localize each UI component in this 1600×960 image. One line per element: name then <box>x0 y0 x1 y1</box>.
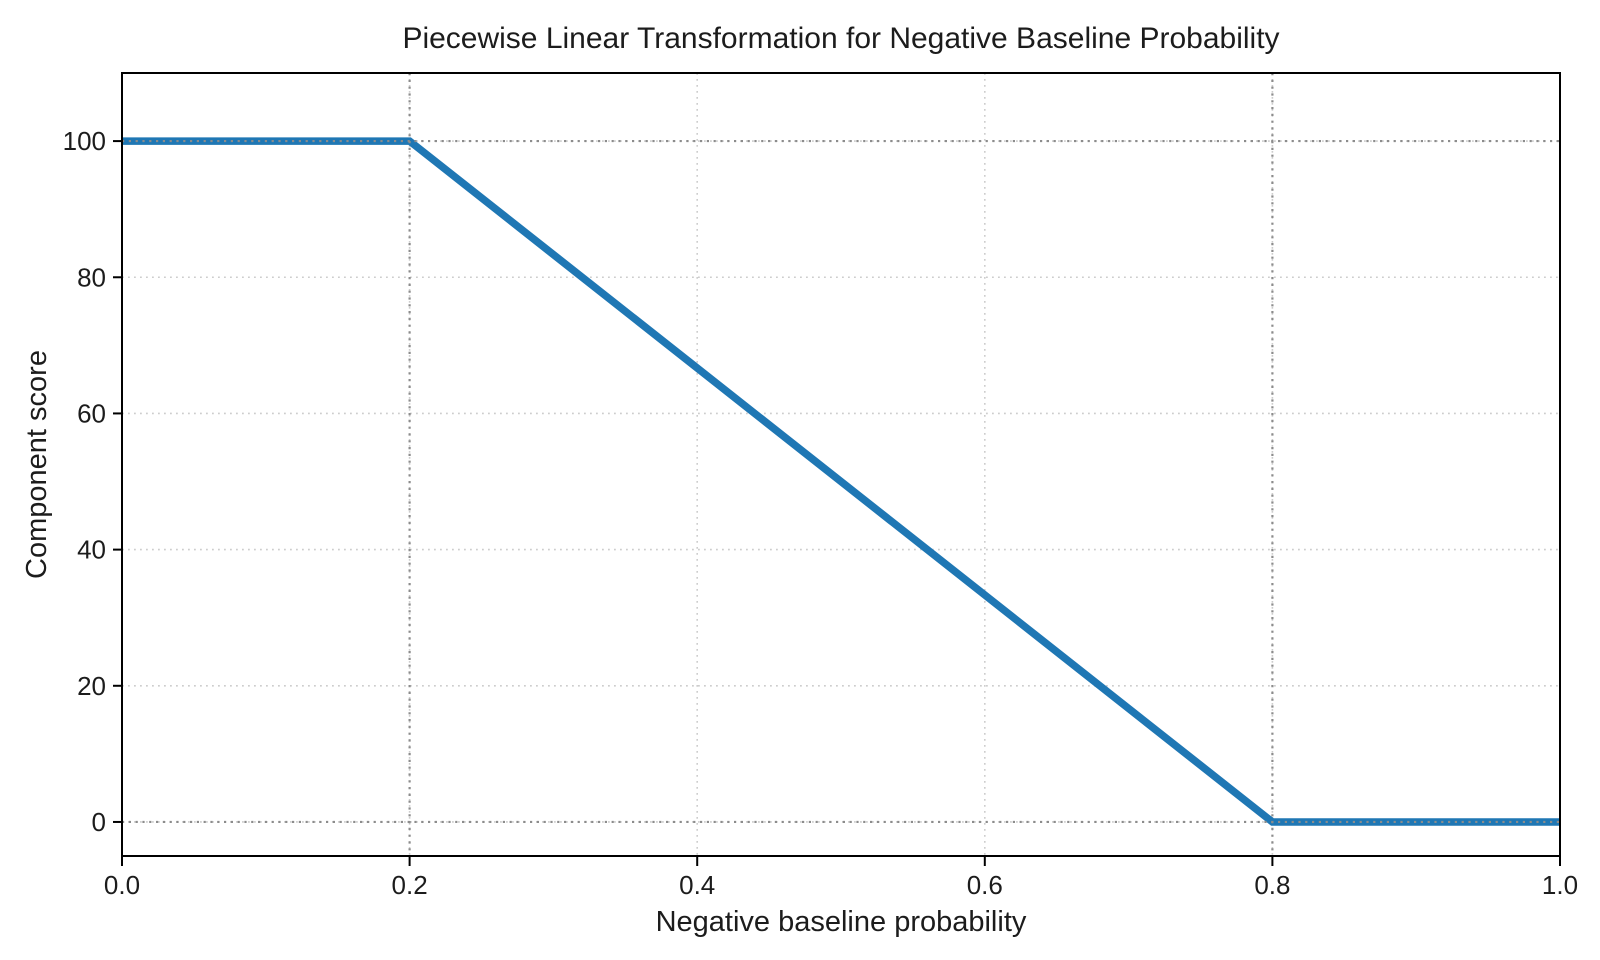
y-tick-label-20: 20 <box>77 671 106 701</box>
y-tick-label-40: 40 <box>77 535 106 565</box>
x-tick-label-1.0: 1.0 <box>1542 870 1578 900</box>
x-tick-label-0.6: 0.6 <box>967 870 1003 900</box>
chart-title: Piecewise Linear Transformation for Nega… <box>402 22 1279 55</box>
tick-marks-layer <box>113 140 1561 866</box>
y-tick-label-100: 100 <box>63 126 106 156</box>
gridlines-layer <box>121 73 1561 856</box>
y-axis-label: Component score <box>21 350 53 579</box>
y-tick-label-0: 0 <box>92 807 106 837</box>
x-tick-label-0.2: 0.2 <box>392 870 428 900</box>
axes-frame-layer <box>121 72 1561 857</box>
y-tick-label-60: 60 <box>77 398 106 428</box>
series-layer <box>122 137 1560 826</box>
reference-lines-layer <box>122 73 1560 856</box>
series-line-component-score-transform <box>122 137 1560 826</box>
tick-labels-layer: 0.0 0.2 0.4 0.6 0.8 1.0 0 20 40 60 80 100 <box>63 126 1578 900</box>
x-tick-label-0.4: 0.4 <box>679 870 715 900</box>
x-tick-label-0.8: 0.8 <box>1254 870 1290 900</box>
x-axis-label: Negative baseline probability <box>656 906 1027 938</box>
axes-frame <box>121 72 1561 857</box>
y-tick-label-80: 80 <box>77 262 106 292</box>
x-tick-label-0.0: 0.0 <box>104 870 140 900</box>
